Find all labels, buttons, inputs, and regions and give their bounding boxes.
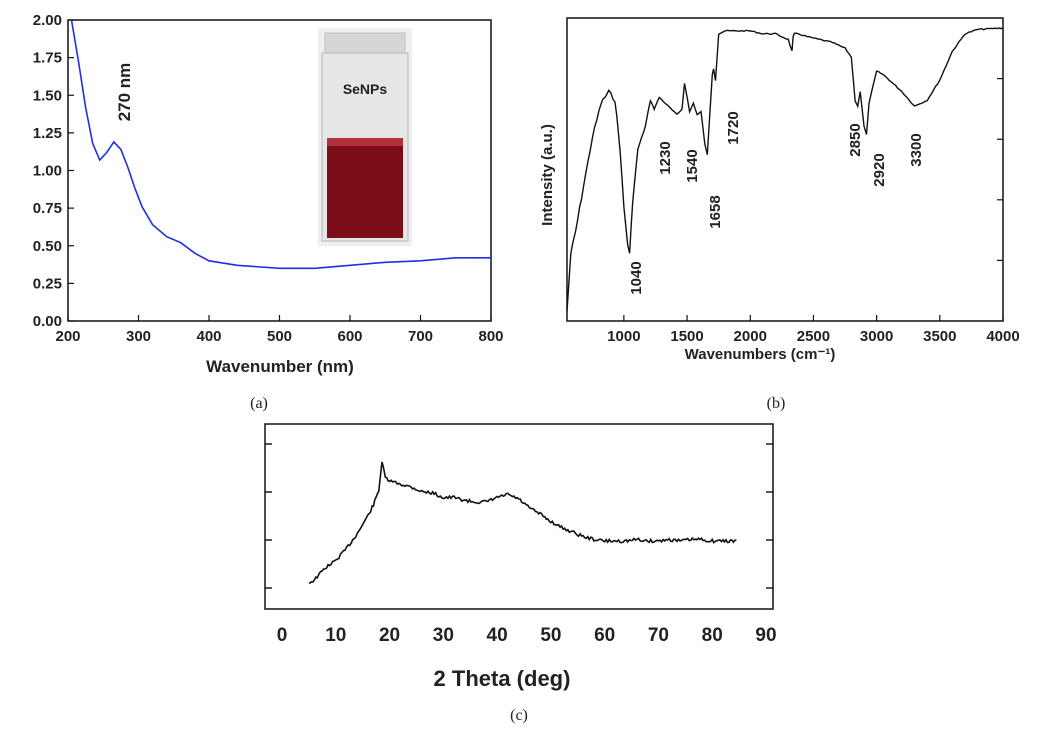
uv-vis-absorbance-line: [70, 19, 491, 270]
uv-vis-x-axis-label: Wavenumber (nm): [206, 357, 354, 376]
panel-c-caption: (c): [510, 707, 528, 724]
uv-vis-y-tick-label: 1.50: [33, 87, 62, 104]
uv-vis-x-tick-label: 400: [196, 328, 221, 345]
uv-vis-x-tick-labels: 200 300 400 500 600 700 800: [55, 328, 503, 345]
xrd-panel: 0 10 20 30 40 50 60 70 80 90 2 Theta (deg) (c): [264, 423, 777, 724]
uv-vis-y-tick-label: 1.00: [33, 163, 62, 180]
cuvette-solution-surface: [327, 138, 403, 146]
uv-vis-panel: 200 300 400 500 600 700 800 0.00 0.25 0.50 0.75 1.…: [33, 12, 504, 412]
senps-label: SeNPs: [343, 81, 388, 97]
uv-vis-y-tick-label: 2.00: [33, 12, 62, 29]
cuvette-solution: [327, 140, 403, 238]
uv-vis-y-tick-label: 0.75: [33, 200, 62, 217]
xrd-x-tick-label: 70: [648, 625, 669, 646]
ftir-x-tick-label: 2500: [797, 328, 830, 345]
ftir-x-axis-label: Wavenumbers (cm⁻¹): [685, 346, 836, 363]
ftir-peak-label: 2850: [847, 123, 864, 156]
ftir-peak-label: 1658: [707, 195, 724, 228]
panel-b-caption: (b): [767, 395, 786, 412]
ftir-y-axis-label: Intensity (a.u.): [539, 124, 556, 226]
ftir-x-tick-label: 1000: [607, 328, 640, 345]
uv-vis-x-tick-label: 800: [478, 328, 503, 345]
cuvette-cap: [324, 32, 406, 54]
ftir-x-tick-labels: 1000 1500 2000 2500 3000 3500 4000: [607, 328, 1020, 345]
xrd-x-tick-label: 40: [487, 625, 508, 646]
uv-vis-x-tick-label: 600: [337, 328, 362, 345]
ftir-x-tick-label: 3000: [860, 328, 893, 345]
ftir-peak-label: 1540: [684, 149, 701, 182]
uv-vis-y-tick-label: 0.25: [33, 275, 62, 292]
uv-vis-peak-annotation: 270 nm: [115, 63, 134, 122]
ftir-x-tick-label: 3500: [923, 328, 956, 345]
xrd-x-tick-label: 0: [277, 625, 288, 646]
ftir-spectrum-line: [566, 27, 1004, 312]
ftir-peak-label: 1230: [657, 141, 674, 174]
uv-vis-y-tick-label: 1.75: [33, 50, 62, 67]
uv-vis-x-tick-label: 500: [267, 328, 292, 345]
xrd-x-tick-label: 50: [540, 625, 561, 646]
uv-vis-tick-marks: [67, 19, 492, 322]
ftir-x-tick-label: 4000: [986, 328, 1019, 345]
uv-vis-x-tick-label: 200: [55, 328, 80, 345]
xrd-pattern-line: [308, 461, 737, 584]
senps-cuvette-inset: SeNPs: [318, 28, 412, 246]
ftir-peak-annotations: 1040 1230 1540 1658 1720 2850 2920 3300: [628, 111, 925, 294]
ftir-peak-label: 1040: [628, 261, 645, 294]
uv-vis-x-tick-label: 700: [408, 328, 433, 345]
ftir-x-tick-label: 2000: [734, 328, 767, 345]
ftir-plot-frame: [566, 17, 1004, 322]
ftir-peak-label: 2920: [871, 153, 888, 186]
xrd-tick-marks: [265, 443, 773, 589]
xrd-x-axis-label: 2 Theta (deg): [434, 666, 571, 691]
xrd-x-tick-label: 60: [594, 625, 615, 646]
xrd-x-tick-label: 30: [433, 625, 454, 646]
uv-vis-y-tick-label: 0.50: [33, 238, 62, 255]
uv-vis-y-tick-labels: 0.00 0.25 0.50 0.75 1.00 1.25 1.50 1.75 2.00: [33, 12, 62, 330]
ftir-x-tick-label: 1500: [670, 328, 703, 345]
xrd-x-tick-label: 10: [325, 625, 346, 646]
ftir-peak-label: 1720: [725, 111, 742, 144]
panel-a-caption: (a): [250, 395, 268, 412]
ftir-peak-label: 3300: [908, 133, 925, 166]
xrd-x-tick-labels: 0 10 20 30 40 50 60 70 80 90: [277, 625, 777, 646]
uv-vis-y-tick-label: 0.00: [33, 313, 62, 330]
xrd-x-tick-label: 20: [379, 625, 400, 646]
xrd-x-tick-label: 90: [755, 625, 776, 646]
ftir-tick-marks: [623, 77, 1004, 321]
xrd-x-tick-label: 80: [702, 625, 723, 646]
uv-vis-x-tick-label: 300: [126, 328, 151, 345]
ftir-panel: 1000 1500 2000 2500 3000 3500 4000 Intensity (…: [539, 17, 1020, 412]
xrd-plot-frame: [264, 423, 774, 610]
uv-vis-y-tick-label: 1.25: [33, 125, 62, 142]
